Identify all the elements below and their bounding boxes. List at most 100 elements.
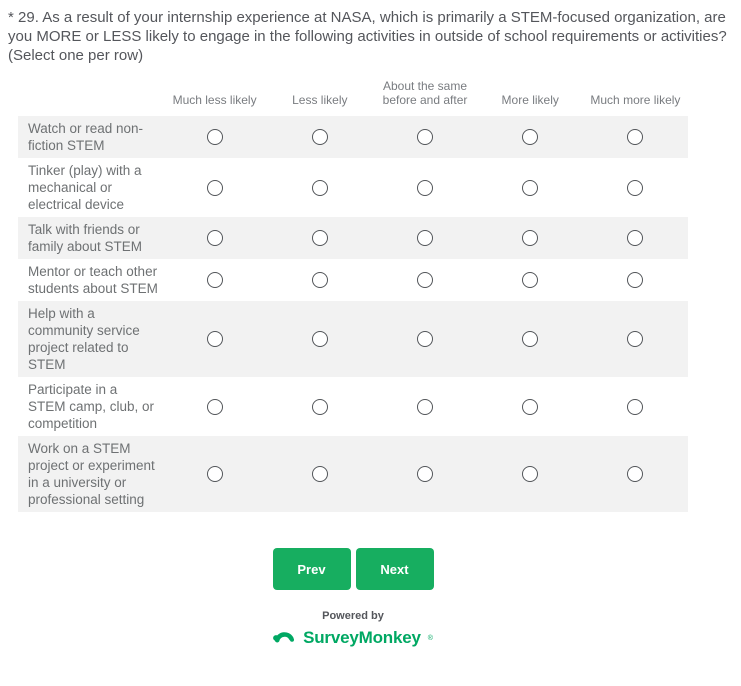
radio-r2-c2[interactable] [311,179,328,196]
matrix-row-6: Participate in a STEM camp, club, or com… [18,377,688,436]
matrix-cell-r7c3 [372,436,477,512]
column-header-5: Much more likely [590,93,681,107]
matrix-cell-r7c5 [583,436,688,512]
radio-r5-c3[interactable] [417,331,433,347]
matrix-cell-r1c1 [162,116,267,158]
surveymonkey-logo-icon [273,627,296,649]
row-label-5: Help with a community service project re… [28,306,140,372]
matrix-cell-r2c1 [162,158,267,217]
matrix-cell-r3c3 [372,217,477,259]
row-label-6: Participate in a STEM camp, club, or com… [28,382,155,431]
matrix-row-3: Talk with friends or family about STEM [18,217,688,259]
radio-r7-c5[interactable] [627,466,644,482]
radio-r4-c2[interactable] [311,272,328,288]
surveymonkey-link[interactable]: SurveyMonkey ® [18,627,688,649]
footer: Powered by SurveyMonkey ® [18,610,688,649]
radio-r4-c3[interactable] [417,272,433,288]
radio-r6-c2[interactable] [311,398,328,415]
question-text: * 29. As a result of your internship exp… [8,9,727,64]
radio-r3-c1[interactable] [206,230,223,246]
radio-r4-c1[interactable] [206,272,223,288]
radio-r7-c1[interactable] [206,466,223,482]
radio-r5-c4[interactable] [522,331,539,347]
survey-content: Much less likely Less likely About the sam… [18,79,688,649]
row-label-4: Mentor or teach other students about STE… [28,264,158,296]
radio-r7-c4[interactable] [522,466,539,482]
matrix-cell-r4c4 [478,259,583,301]
matrix-cell-r4c2 [267,259,372,301]
matrix-row-2: Tinker (play) with a mechanical or elect… [18,158,688,217]
matrix-cell-r6c5 [583,377,688,436]
trademark-symbol: ® [427,634,433,642]
radio-r6-c1[interactable] [206,398,223,415]
radio-r5-c2[interactable] [311,331,328,347]
radio-r1-c3[interactable] [417,129,433,145]
matrix-cell-r2c2 [267,158,372,217]
matrix-cell-r7c1 [162,436,267,512]
radio-r1-c1[interactable] [206,129,223,145]
row-label-1: Watch or read non-fiction STEM [28,121,144,153]
nav-buttons: Prev Next [18,548,688,590]
radio-r3-c2[interactable] [311,230,328,246]
matrix-header-row: Much less likely Less likely About the sam… [18,79,688,116]
matrix-cell-r1c2 [267,116,372,158]
radio-r5-c5[interactable] [627,331,644,347]
matrix-cell-r2c3 [372,158,477,217]
row-label-7: Work on a STEM project or experiment in … [28,441,155,507]
column-header-4: More likely [501,93,559,107]
radio-r3-c4[interactable] [522,230,539,246]
column-header-3: About the same before and after [382,79,468,107]
radio-r7-c2[interactable] [311,466,328,482]
matrix-row-4: Mentor or teach other students about STE… [18,259,688,301]
matrix-cell-r6c1 [162,377,267,436]
matrix: Much less likely Less likely About the sam… [18,79,688,512]
matrix-cell-r5c1 [162,301,267,377]
surveymonkey-wordmark: SurveyMonkey [303,628,421,647]
radio-r6-c5[interactable] [627,398,644,415]
next-button[interactable]: Next [355,548,434,590]
radio-r1-c5[interactable] [627,129,644,145]
column-header-2: Less likely [292,93,348,107]
matrix-cell-r6c3 [372,377,477,436]
radio-r4-c4[interactable] [522,272,539,288]
matrix-cell-r5c3 [372,301,477,377]
powered-by-label: Powered by [322,610,384,622]
matrix-cell-r6c2 [267,377,372,436]
matrix-cell-r2c4 [478,158,583,217]
row-label-2: Tinker (play) with a mechanical or elect… [28,163,142,212]
column-header-1: Much less likely [172,93,257,107]
radio-r2-c3[interactable] [417,179,433,196]
radio-r2-c4[interactable] [522,179,539,196]
radio-r4-c5[interactable] [627,272,644,288]
radio-r3-c3[interactable] [417,230,433,246]
matrix-cell-r3c2 [267,217,372,259]
matrix-cell-r3c1 [162,217,267,259]
radio-r6-c3[interactable] [417,398,433,415]
radio-r5-c1[interactable] [206,331,223,347]
matrix-row-5: Help with a community service project re… [18,301,688,377]
matrix-cell-r4c3 [372,259,477,301]
matrix-cell-r7c2 [267,436,372,512]
matrix-cell-r5c5 [583,301,688,377]
radio-r6-c4[interactable] [522,398,539,415]
radio-r2-c1[interactable] [206,179,223,196]
matrix-cell-r7c4 [478,436,583,512]
matrix-cell-r2c5 [583,158,688,217]
radio-r1-c4[interactable] [522,129,539,145]
matrix-cell-r5c4 [478,301,583,377]
radio-r2-c5[interactable] [627,179,644,196]
matrix-cell-r4c5 [583,259,688,301]
radio-r7-c3[interactable] [417,466,433,482]
matrix-row-1: Watch or read non-fiction STEM [18,116,688,158]
radio-r3-c5[interactable] [627,230,644,246]
row-label-3: Talk with friends or family about STEM [28,222,143,254]
matrix-cell-r1c5 [583,116,688,158]
matrix-cell-r5c2 [267,301,372,377]
matrix-cell-r6c4 [478,377,583,436]
matrix-cell-r1c4 [478,116,583,158]
matrix-row-7: Work on a STEM project or experiment in … [18,436,688,512]
matrix-cell-r1c3 [372,116,477,158]
prev-button[interactable]: Prev [272,548,351,590]
matrix-cell-r4c1 [162,259,267,301]
radio-r1-c2[interactable] [311,129,328,145]
